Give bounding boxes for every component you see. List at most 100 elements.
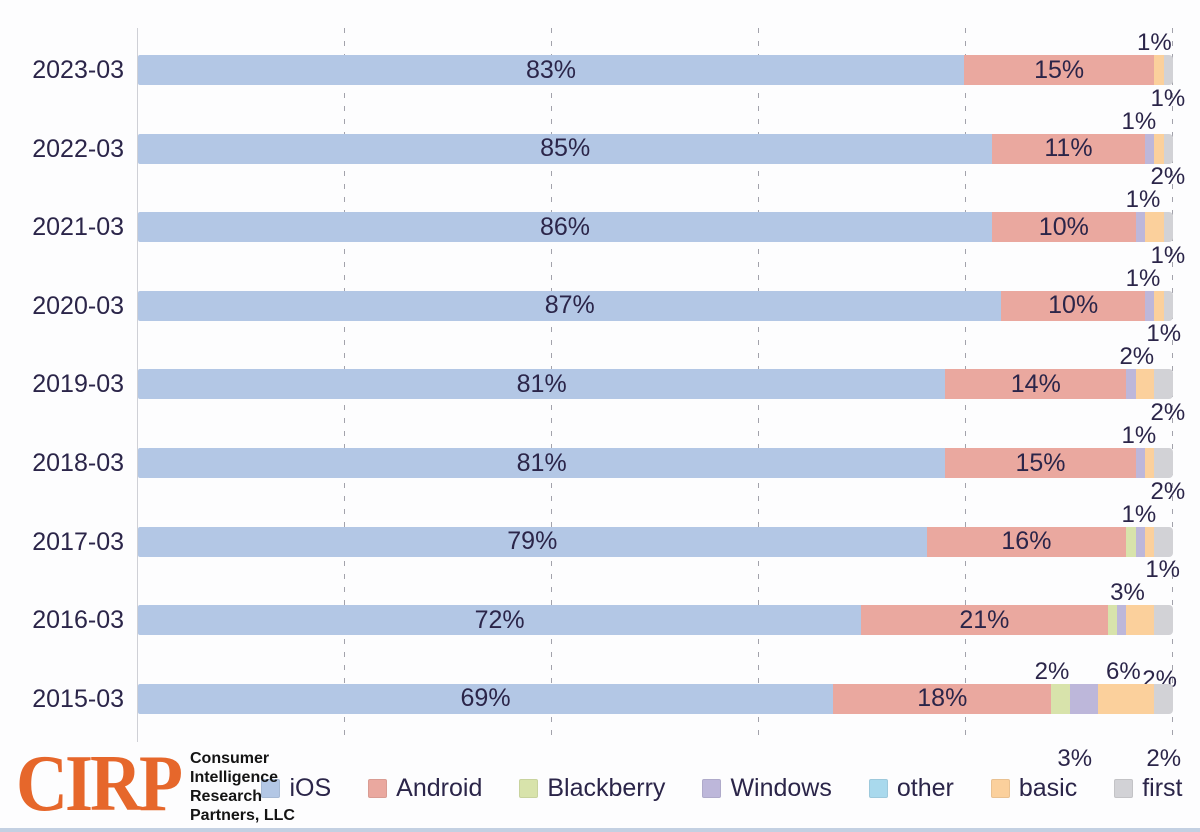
callout-label: 2%	[1150, 399, 1186, 426]
callout-label: 1%	[1146, 320, 1182, 348]
bar-2020-03: 87% 10%	[138, 290, 1173, 321]
segment-ios: 69%	[138, 683, 834, 714]
segment-first	[1163, 290, 1173, 321]
segment-android: 10%	[1001, 290, 1145, 321]
callout-label: 3%	[1110, 579, 1145, 607]
y-axis-label: 2023-03	[32, 56, 124, 84]
cirp-logo: CIRP Consumer Intelligence Research Part…	[16, 742, 295, 826]
legend-label: basic	[1018, 773, 1078, 802]
legend-item-android: Android	[368, 774, 482, 803]
segment-blackberry	[1107, 605, 1117, 636]
callout-label: 2%	[1150, 477, 1186, 505]
legend-label: iOS	[289, 773, 332, 802]
legend-label: other	[896, 773, 954, 802]
segment-ios: 85%	[138, 133, 993, 164]
segment-value-label: 86%	[540, 212, 591, 241]
segment-basic	[1154, 55, 1164, 85]
segment-value-label: 72%	[474, 605, 525, 634]
legend-label: first	[1142, 773, 1183, 802]
bar-2015-03: 69% 18%	[138, 683, 1173, 714]
legend-item-other: other	[868, 773, 954, 803]
segment-value-label: 81%	[516, 448, 567, 477]
segment-ios: 79%	[138, 526, 927, 557]
bar-2022-03: 85% 11%	[138, 133, 1173, 164]
y-axis-label: 2022-03	[32, 134, 124, 163]
segment-android: 14%	[945, 369, 1127, 400]
callout-label: 2%	[1150, 163, 1186, 191]
segment-windows	[1144, 133, 1155, 164]
segment-value-label: 83%	[525, 55, 577, 84]
segment-windows	[1116, 605, 1127, 636]
segment-windows	[1070, 683, 1099, 714]
segment-blackberry	[1051, 683, 1071, 714]
cirp-logo-text: Consumer Intelligence Research Partners,…	[190, 746, 295, 826]
segment-android: 16%	[926, 526, 1127, 557]
legend-label: Android	[396, 773, 483, 802]
y-axis-label: 2017-03	[32, 527, 124, 556]
y-axis-label: 2015-03	[32, 684, 124, 713]
segment-value-label: 16%	[1001, 527, 1052, 556]
segment-value-label: 15%	[1034, 55, 1085, 84]
segment-windows	[1135, 526, 1145, 557]
segment-ios: 72%	[138, 605, 862, 636]
callout-label: 1%	[1125, 264, 1161, 292]
callout-label: 2%	[1034, 657, 1070, 685]
segment-first	[1163, 55, 1173, 85]
segment-value-label: 87%	[544, 291, 595, 320]
y-axis-label: 2021-03	[32, 213, 124, 242]
segment-basic	[1144, 448, 1155, 478]
legend-item-first: first	[1114, 773, 1183, 803]
segment-basic	[1126, 605, 1155, 636]
bar-2021-03: 86% 10%	[138, 212, 1173, 243]
blackberry-swatch-icon	[519, 778, 539, 798]
segment-value-label: 18%	[917, 684, 968, 713]
segment-value-label: 81%	[516, 369, 567, 398]
bar-2017-03: 79% 16%	[138, 526, 1173, 557]
y-axis-label: 2020-03	[32, 291, 124, 320]
segment-first	[1163, 133, 1173, 164]
legend: iOS Android Blackberry Windows other basic fir…	[252, 770, 1192, 806]
callout-label: 1%	[1121, 422, 1157, 449]
bar-2018-03: 81% 15%	[138, 448, 1173, 478]
segment-value-label: 15%	[1015, 448, 1066, 477]
logo-line: Consumer	[190, 750, 270, 767]
segment-basic	[1098, 683, 1155, 714]
segment-basic	[1144, 526, 1155, 557]
segment-ios: 86%	[138, 212, 993, 243]
logo-line: Intelligence	[190, 768, 279, 786]
segment-windows	[1135, 212, 1145, 243]
windows-swatch-icon	[702, 778, 722, 798]
legend-item-basic: basic	[990, 773, 1078, 803]
segment-android: 21%	[861, 605, 1108, 636]
bar-2023-03: 83% 15%	[138, 55, 1173, 85]
callout-label: 1%	[1125, 186, 1161, 214]
segment-first	[1154, 683, 1173, 714]
callout-label: 1%	[1121, 107, 1157, 135]
callout-label: 1%	[1150, 84, 1186, 112]
callout-label: 1%	[1145, 556, 1181, 584]
segment-value-label: 10%	[1038, 212, 1089, 241]
y-axis-label: 2018-03	[32, 449, 124, 477]
segment-windows	[1126, 369, 1136, 400]
bar-2016-03: 72% 21%	[138, 605, 1173, 636]
callout-label: 1%	[1121, 500, 1157, 528]
segment-basic	[1154, 290, 1164, 321]
segment-value-label: 14%	[1010, 369, 1061, 398]
segment-first	[1154, 605, 1173, 636]
segment-value-label: 69%	[460, 684, 511, 713]
legend-label: Windows	[730, 773, 832, 802]
segment-basic	[1154, 133, 1164, 164]
callout-label: 1%	[1150, 241, 1186, 269]
android-swatch-icon	[368, 778, 388, 798]
segment-ios: 87%	[138, 290, 1002, 321]
bottom-border-strip	[0, 828, 1200, 832]
plot-area: 83% 15% 1% 85% 11% 1% 1% 86% 10% 2% 1% 87% 10% 1% 1% 81…	[137, 28, 1185, 770]
y-axis-label: 2016-03	[32, 606, 124, 635]
segment-android: 11%	[992, 133, 1145, 164]
logo-line: Partners, LLC	[190, 806, 295, 824]
segment-android: 18%	[833, 683, 1052, 714]
segment-value-label: 79%	[507, 527, 558, 556]
segment-android: 15%	[945, 448, 1136, 478]
segment-value-label: 11%	[1044, 134, 1093, 163]
